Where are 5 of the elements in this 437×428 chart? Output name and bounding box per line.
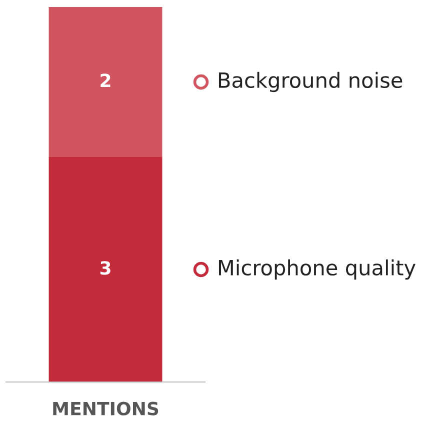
data-label: 2 bbox=[100, 74, 110, 87]
text: Microphone quality bbox=[218, 259, 416, 280]
data-label: 3 bbox=[100, 261, 110, 275]
text: Background noise bbox=[218, 72, 402, 92]
x-tick-label: MENTIONS bbox=[53, 402, 158, 416]
